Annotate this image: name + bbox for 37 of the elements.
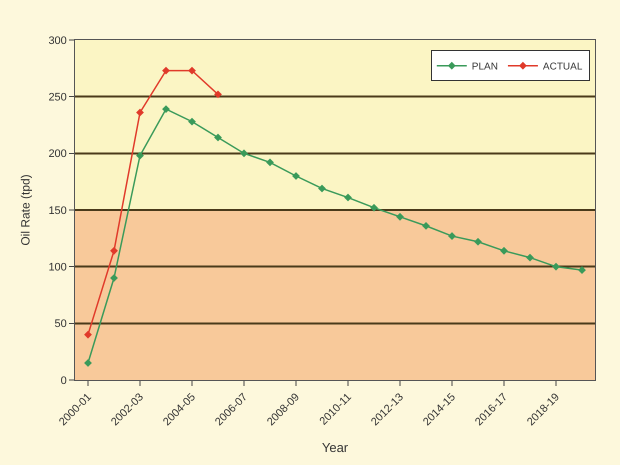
point [84, 330, 92, 339]
point [214, 134, 222, 142]
point [292, 172, 300, 180]
point [526, 254, 534, 262]
point [422, 222, 430, 230]
point [552, 262, 560, 271]
y-axis-title: Oil Rate (tpd) [18, 174, 33, 246]
point [188, 118, 196, 126]
point [84, 359, 92, 367]
point [344, 194, 352, 202]
y-tick-label: 150 [48, 204, 67, 217]
y-tick-label: 300 [48, 34, 67, 47]
point [266, 158, 274, 166]
point [500, 246, 508, 255]
point [396, 212, 404, 221]
point [448, 232, 456, 240]
y-tick-label: 0 [60, 374, 67, 387]
point [162, 105, 170, 114]
y-tick-label: 200 [48, 148, 67, 160]
legend-label: PLAN [472, 62, 498, 73]
legend-label: ACTUAL [542, 62, 583, 73]
y-tick-label: 100 [48, 262, 67, 274]
point [162, 66, 170, 74]
point [474, 238, 482, 246]
point [240, 149, 248, 158]
point [214, 90, 222, 98]
point [136, 108, 144, 116]
point [136, 152, 144, 160]
point [110, 274, 118, 282]
point [578, 266, 586, 274]
point [318, 184, 326, 192]
point [110, 246, 118, 255]
point [188, 66, 196, 74]
y-tick-label: 250 [48, 92, 67, 104]
y-tick-label: 50 [54, 318, 67, 330]
x-axis-title: Year [322, 440, 349, 455]
point [370, 204, 378, 212]
